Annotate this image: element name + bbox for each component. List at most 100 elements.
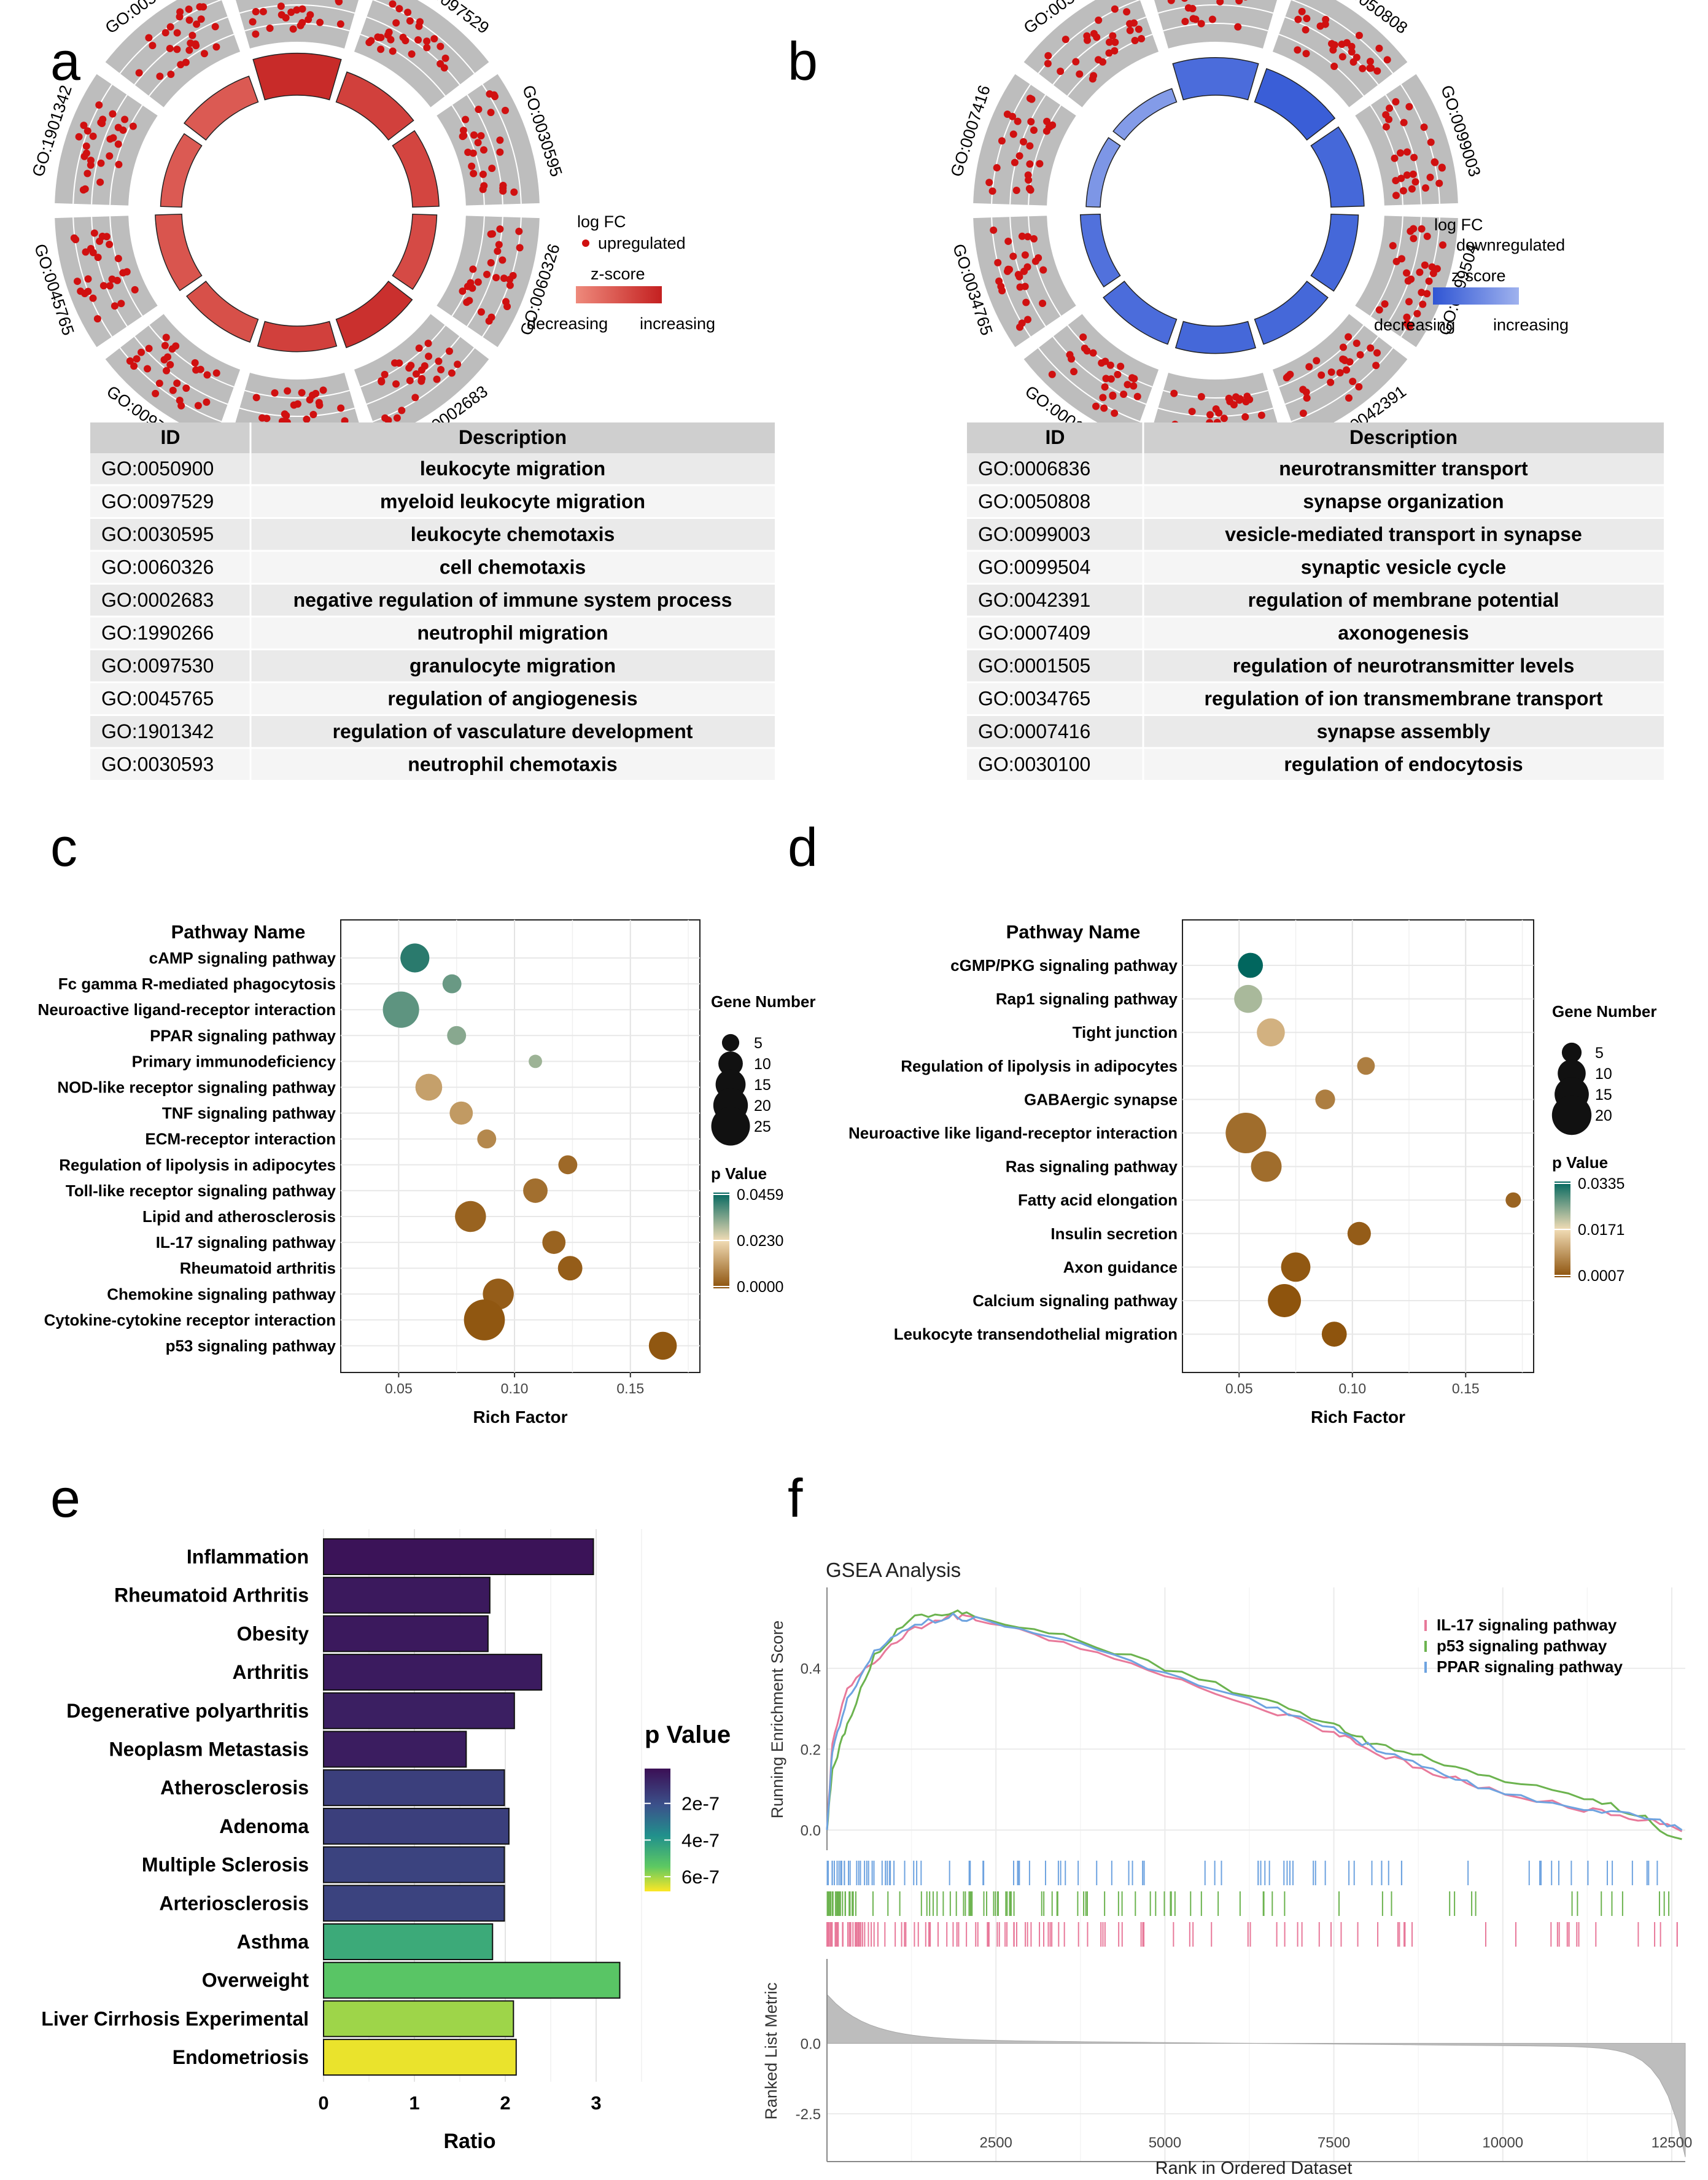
logfc-point	[152, 389, 160, 397]
description-cell: regulation of endocytosis	[1284, 753, 1523, 776]
description-cell: synaptic vesicle cycle	[1301, 556, 1506, 578]
logfc-point	[1133, 392, 1141, 400]
logfc-point	[319, 386, 327, 394]
logfc-point	[1066, 351, 1074, 359]
table-row	[967, 650, 1664, 682]
panel-label-b: b	[788, 31, 818, 91]
logfc-point	[1117, 362, 1125, 370]
x-tick-label: 0.05	[385, 1380, 413, 1396]
logfc-point	[1036, 160, 1044, 168]
logfc-point	[998, 137, 1006, 145]
size-legend-label: 10	[1595, 1065, 1612, 1083]
logfc-point	[196, 3, 204, 11]
logfc-point	[1413, 309, 1421, 317]
pathway-label: Chemokine signaling pathway	[107, 1285, 336, 1303]
description-cell: regulation of ion transmembrane transpor…	[1205, 688, 1603, 710]
logfc-point	[131, 286, 139, 294]
logfc-point	[1011, 158, 1019, 166]
table-row	[90, 716, 775, 747]
pathway-point	[1347, 1221, 1371, 1245]
table-header-bg	[967, 422, 1664, 453]
disease-label: Arteriosclerosis	[159, 1892, 309, 1914]
go-id-cell: GO:0097529	[101, 491, 214, 513]
logfc-point	[1035, 254, 1042, 262]
pathway-point	[1321, 1322, 1347, 1347]
pathway-point	[464, 1299, 505, 1341]
gray-track-segment	[1023, 0, 1159, 107]
go-id-cell: GO:0030593	[101, 753, 214, 776]
logfc-point	[1349, 58, 1357, 66]
logfc-point	[70, 234, 78, 242]
logfc-point	[1181, 18, 1189, 26]
table-row	[90, 617, 775, 648]
gray-track-segment	[1355, 74, 1458, 206]
logfc-point	[161, 29, 169, 37]
logfc-point	[169, 386, 177, 394]
logfc-point	[1235, 0, 1243, 5]
logfc-point	[407, 362, 415, 370]
logfc-point	[133, 355, 141, 363]
logfc-point	[480, 182, 488, 190]
logfc-point	[1397, 174, 1405, 182]
logfc-point	[337, 404, 345, 412]
logfc-point	[440, 64, 448, 72]
logfc-point	[375, 33, 382, 41]
zscore-bar	[185, 281, 259, 343]
color-legend-label: 0.0230	[737, 1232, 783, 1250]
zscore-low-label: decreasing	[527, 314, 608, 333]
x-tick-label: 0	[318, 2092, 328, 2114]
logfc-point	[1138, 34, 1146, 42]
go-id-cell: GO:0006836	[978, 457, 1090, 480]
logfc-point	[1373, 67, 1381, 75]
table-row	[967, 486, 1664, 517]
logfc-point	[1418, 225, 1426, 233]
disease-label: Obesity	[237, 1622, 309, 1645]
table-row	[967, 519, 1664, 550]
logfc-point	[93, 315, 101, 323]
logfc-point	[1435, 179, 1443, 187]
description-cell: neurotransmitter transport	[1279, 457, 1528, 480]
logfc-point	[293, 6, 301, 14]
table-row	[90, 519, 775, 550]
logfc-point	[278, 11, 285, 19]
track-gridline	[109, 104, 143, 205]
color-legend-bar	[645, 1769, 670, 1891]
logfc-point	[445, 347, 453, 355]
logfc-point	[117, 300, 125, 308]
disease-bar	[323, 1730, 467, 1768]
pathway-label: Regulation of lipolysis in adipocytes	[59, 1156, 336, 1174]
zscore-bar	[1112, 88, 1178, 141]
enrichment-line	[826, 1612, 1683, 1831]
logfc-point	[993, 164, 1001, 172]
go-id-cell: GO:0030595	[101, 523, 214, 545]
panel-label-d: d	[788, 817, 818, 878]
logfc-point	[392, 380, 400, 388]
pathway-name-title: Pathway Name	[1006, 921, 1141, 943]
disease-label: Endometriosis	[173, 2046, 309, 2068]
logfc-point	[98, 232, 106, 240]
pathway-label: PPAR signaling pathway	[150, 1026, 336, 1045]
logfc-point	[1410, 154, 1418, 162]
logfc-point	[1014, 117, 1022, 125]
logfc-point	[1090, 72, 1098, 80]
zscore-bar	[155, 213, 203, 292]
zscore-bar	[335, 281, 413, 348]
pathway-label: TNF signaling pathway	[162, 1104, 336, 1123]
logfc-point	[74, 278, 82, 286]
logfc-point	[389, 47, 397, 55]
pathway-label: Neuroactive ligand-receptor interaction	[38, 1000, 336, 1019]
x-axis-label: Rich Factor	[1311, 1407, 1405, 1427]
logfc-point	[115, 160, 123, 168]
logfc-point	[163, 367, 171, 375]
logfc-point	[252, 8, 260, 16]
color-legend-label: 0.0459	[737, 1186, 783, 1204]
logfc-point	[1225, 394, 1233, 402]
gray-track-segment	[1154, 0, 1277, 49]
panel-label-c: c	[50, 817, 77, 878]
x-tick-label: 0.15	[1452, 1380, 1480, 1396]
logfc-point	[1302, 50, 1310, 58]
logfc-point	[1286, 370, 1294, 378]
logfc-point	[1302, 26, 1310, 34]
logfc-point	[194, 402, 202, 410]
logfc-point	[89, 249, 97, 257]
